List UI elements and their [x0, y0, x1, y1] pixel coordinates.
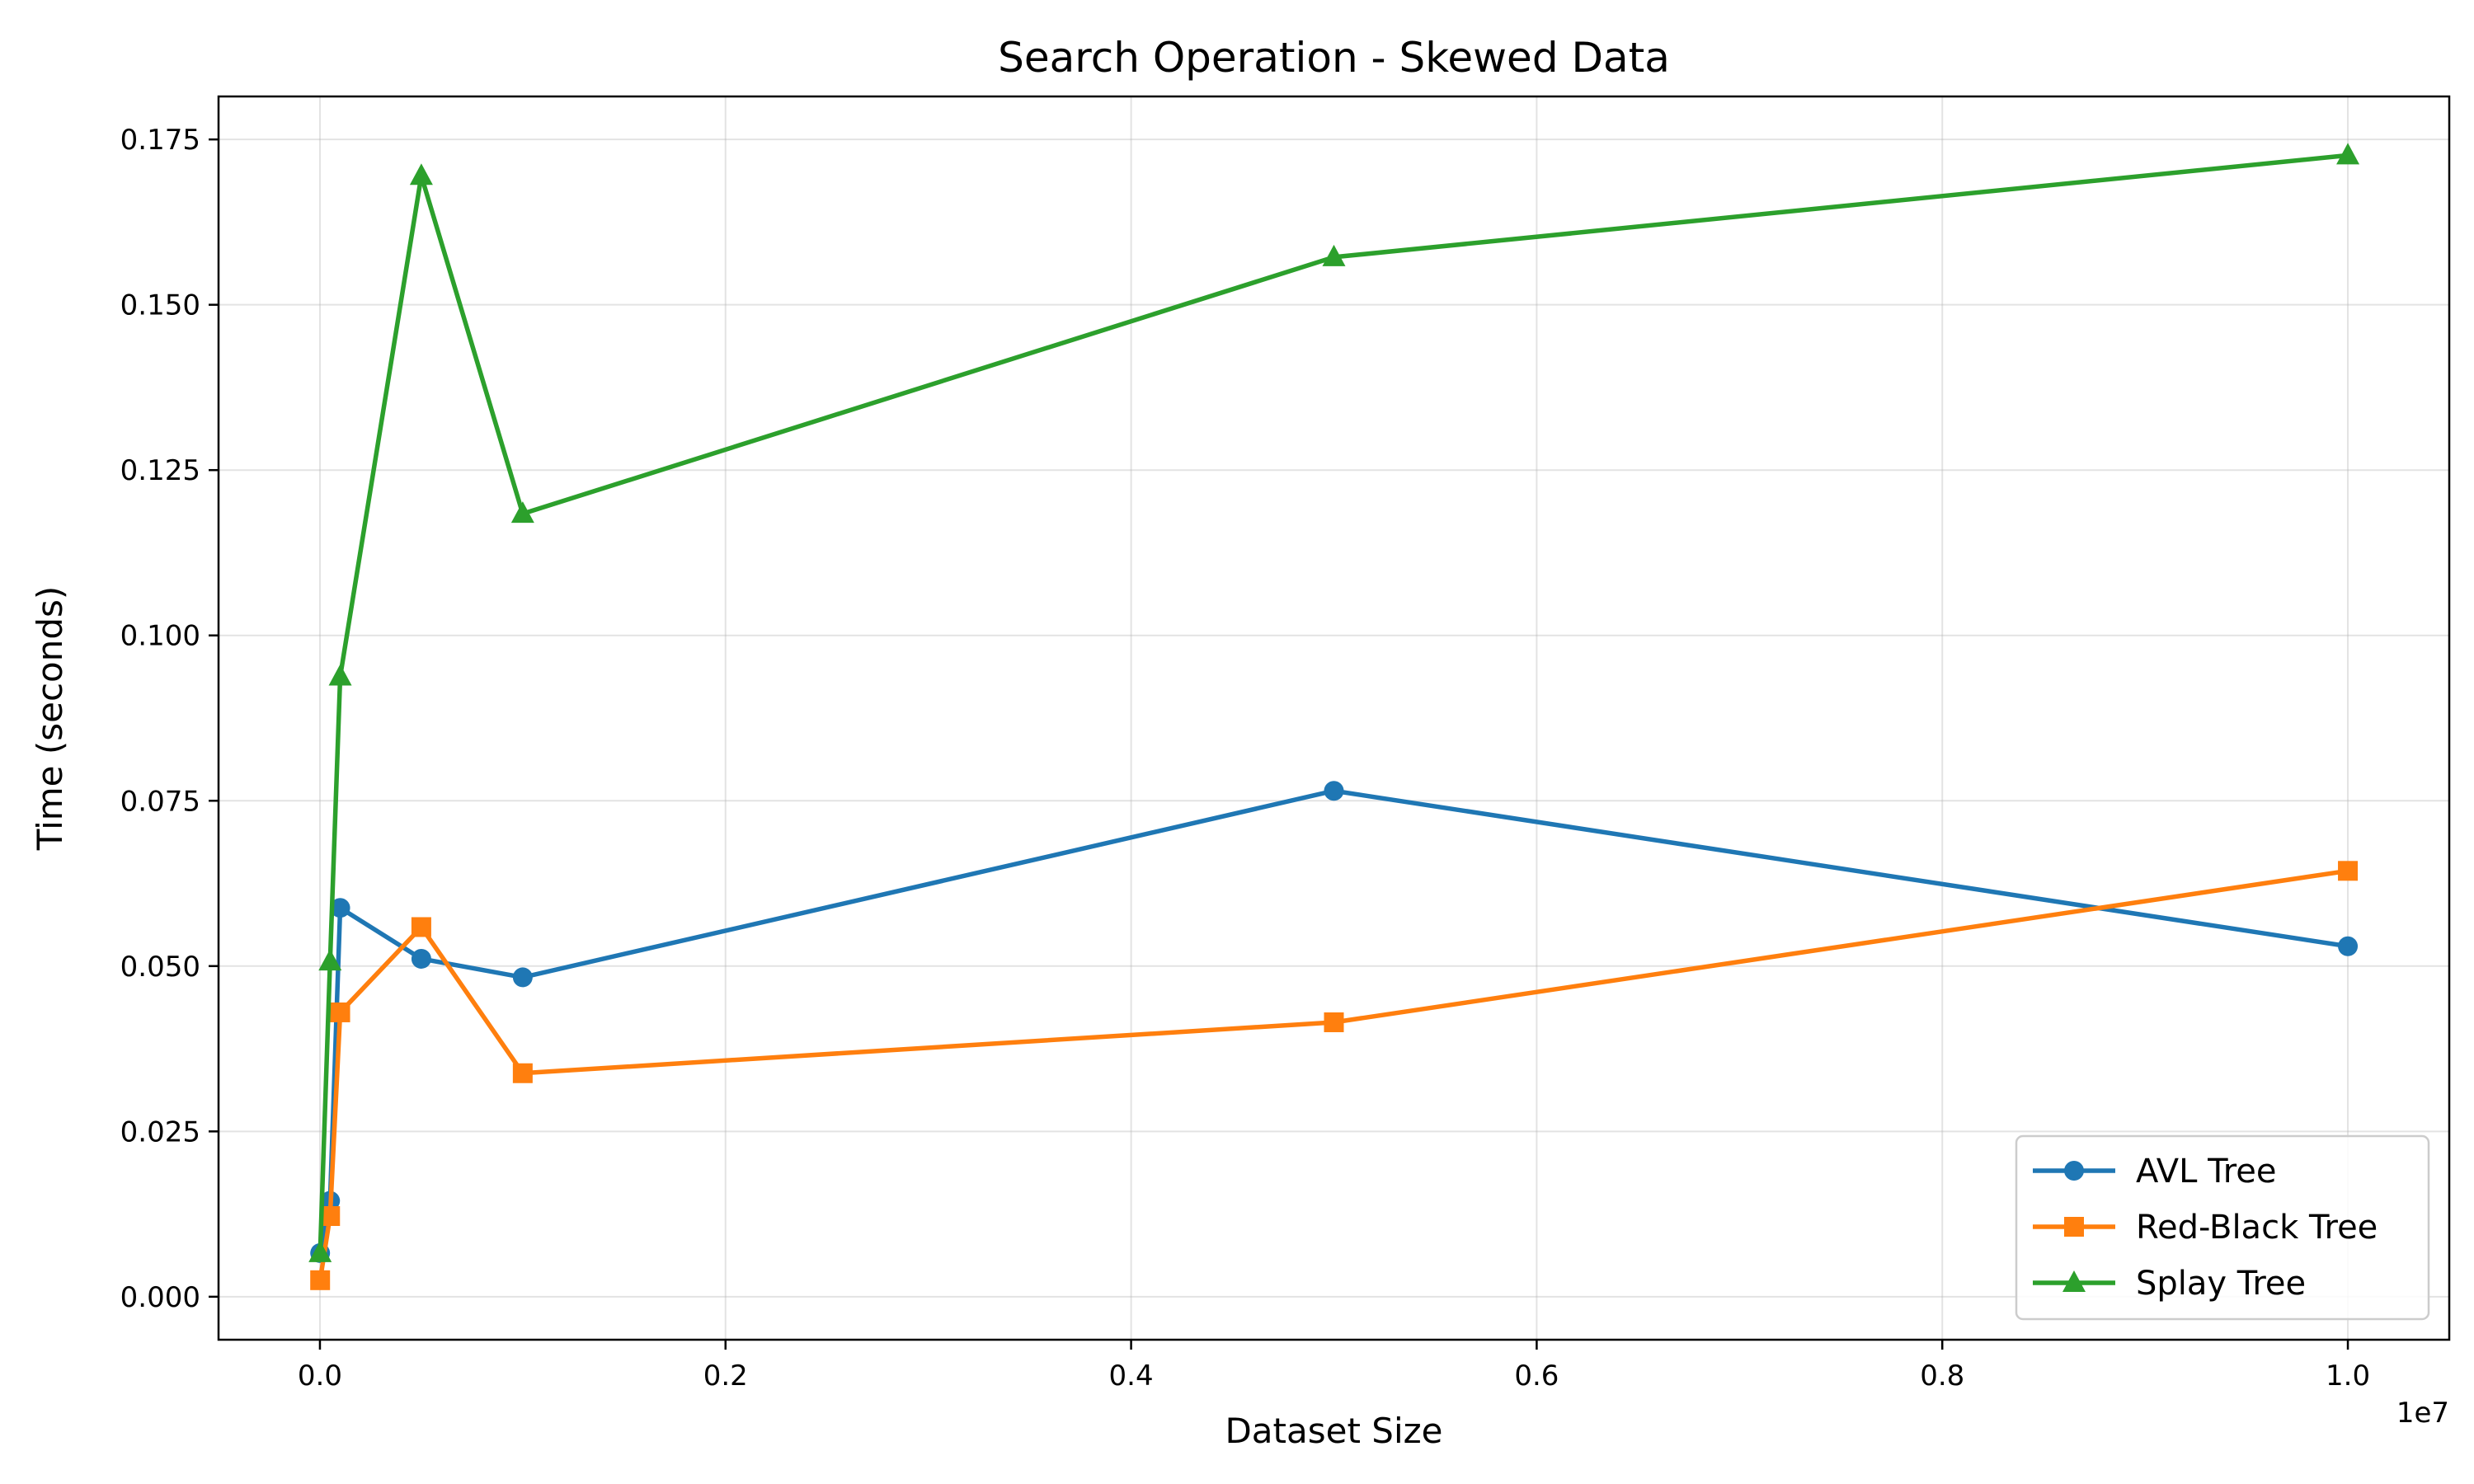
y-tick-label: 0.150 — [120, 289, 200, 322]
legend-item-avl-tree[interactable]: AVL Tree — [2033, 1153, 2277, 1190]
y-axis-label: Time (seconds) — [30, 586, 70, 852]
data-point-red-black-tree — [310, 1270, 331, 1290]
x-axis-label: Dataset Size — [1225, 1411, 1442, 1451]
data-point-avl-tree — [2338, 936, 2359, 956]
data-point-splay-tree — [1322, 244, 1346, 266]
y-tick-label: 0.175 — [120, 124, 200, 157]
x-tick-label: 0.4 — [1109, 1360, 1154, 1392]
tick-layer: 0.0 0.2 0.4 0.6 0.8 1.0 0.000 0.025 0.050 0.075 0.… — [120, 124, 2370, 1392]
grid-layer — [219, 96, 2449, 1340]
series-layer — [308, 143, 2360, 1290]
y-tick-label: 0.075 — [120, 785, 200, 818]
data-point-avl-tree — [1324, 781, 1344, 801]
legend-label: Red-Black Tree — [2136, 1209, 2378, 1247]
data-point-red-black-tree — [2338, 861, 2359, 881]
y-tick-label: 0.000 — [120, 1281, 200, 1314]
legend-marker-red-black-tree — [2064, 1217, 2084, 1237]
data-point-red-black-tree — [1324, 1012, 1344, 1032]
data-point-red-black-tree — [330, 1002, 350, 1022]
legend-label: AVL Tree — [2136, 1153, 2277, 1190]
legend[interactable]: AVL Tree Red-Black Tree Splay Tree — [2015, 1134, 2430, 1321]
data-point-splay-tree — [510, 501, 534, 524]
x-tick-label: 0.0 — [298, 1360, 342, 1392]
y-tick-label: 0.025 — [120, 1115, 200, 1148]
series-line-splay-tree — [317, 153, 2350, 1256]
series-splay-tree — [308, 143, 2360, 1262]
data-point-red-black-tree — [411, 917, 431, 937]
chart-title: Search Operation - Skewed Data — [998, 34, 1670, 82]
y-tick-label: 0.125 — [120, 454, 200, 487]
x-tick-label: 0.2 — [703, 1360, 748, 1392]
y-tick-label: 0.100 — [120, 620, 200, 653]
plot-frame — [217, 95, 2451, 1341]
data-point-splay-tree — [318, 949, 342, 971]
x-tick-label: 0.8 — [1920, 1360, 1964, 1392]
data-point-splay-tree — [328, 664, 352, 686]
data-point-splay-tree — [308, 1240, 332, 1262]
legend-label: Splay Tree — [2136, 1265, 2306, 1303]
x-tick-label: 0.6 — [1514, 1360, 1559, 1392]
legend-box — [2015, 1134, 2430, 1321]
data-point-avl-tree — [330, 898, 350, 918]
x-axis-offset-label: 1e7 — [2396, 1397, 2449, 1430]
legend-marker-avl-tree — [2064, 1161, 2084, 1181]
data-point-avl-tree — [512, 967, 533, 988]
data-point-red-black-tree — [512, 1063, 533, 1083]
y-tick-label: 0.050 — [120, 951, 200, 984]
series-red-black-tree — [310, 861, 2359, 1290]
data-point-splay-tree — [2336, 143, 2360, 165]
legend-item-red-black-tree[interactable]: Red-Black Tree — [2033, 1209, 2378, 1247]
data-point-splay-tree — [409, 163, 433, 186]
data-point-avl-tree — [411, 948, 431, 969]
x-tick-label: 1.0 — [2326, 1360, 2370, 1392]
legend-marker-splay-tree — [2062, 1270, 2086, 1292]
legend-item-splay-tree[interactable]: Splay Tree — [2033, 1265, 2306, 1303]
